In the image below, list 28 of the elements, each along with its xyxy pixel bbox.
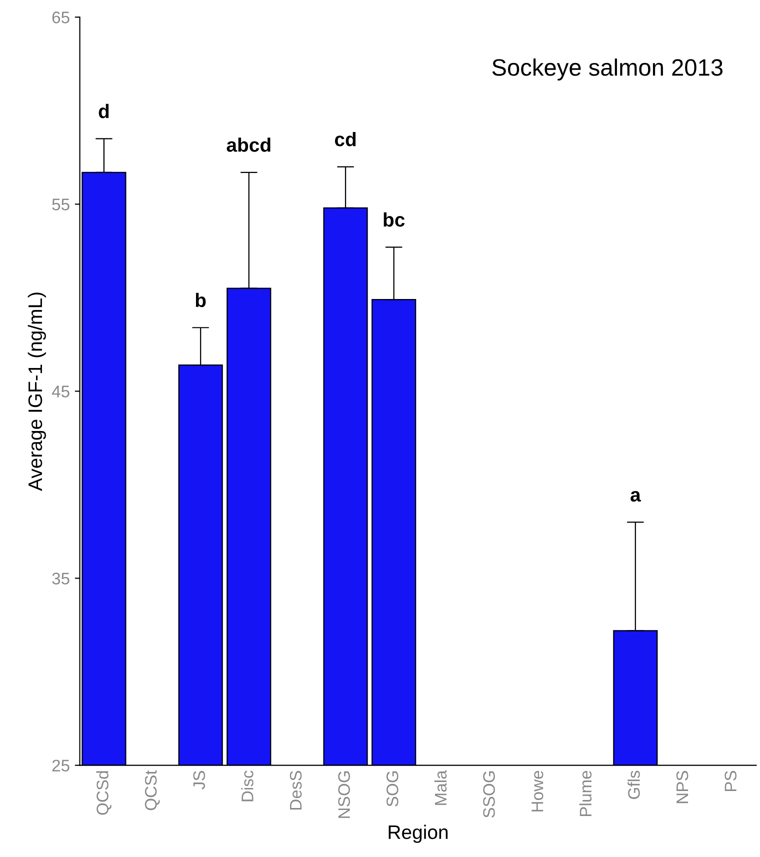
y-axis-title: Average IGF-1 (ng/mL) (28, 292, 46, 491)
x-tick-label: DesS (290, 770, 302, 810)
y-tick-label: 65 (52, 12, 70, 24)
x-tick-label: NSOG (338, 771, 350, 818)
x-tick-label: SOG (386, 771, 398, 806)
x-tick-label: Howe (532, 770, 544, 812)
annotation: bc (384, 212, 405, 227)
y-tick-label: 45 (52, 386, 70, 398)
y-tick-label: 25 (52, 760, 70, 772)
x-tick-label: Gfls (628, 770, 640, 799)
x-tick-label: SSOG (483, 771, 495, 818)
x-axis-title: Region (388, 824, 448, 843)
x-tick-label: JS (193, 770, 206, 790)
annotation: d (98, 104, 109, 118)
annotation: cd (334, 132, 356, 146)
y-tick-label: 35 (52, 572, 70, 584)
y-tick-label: 55 (52, 198, 70, 210)
x-tick-label: NPS (676, 770, 688, 804)
x-tick-label: Disc (241, 770, 254, 802)
annotation: abcd (226, 138, 270, 152)
annotation: a (630, 490, 641, 502)
text: Sockeye salmon 2013 (492, 58, 723, 81)
annotation: b (196, 292, 206, 308)
x-tick-label: Plume (579, 770, 592, 816)
x-tick-label: QCSd (96, 771, 112, 815)
x-tick-label: Mala (434, 770, 447, 805)
x-tick-label: QCSt (144, 770, 160, 810)
x-tick-label: PS (724, 770, 737, 792)
